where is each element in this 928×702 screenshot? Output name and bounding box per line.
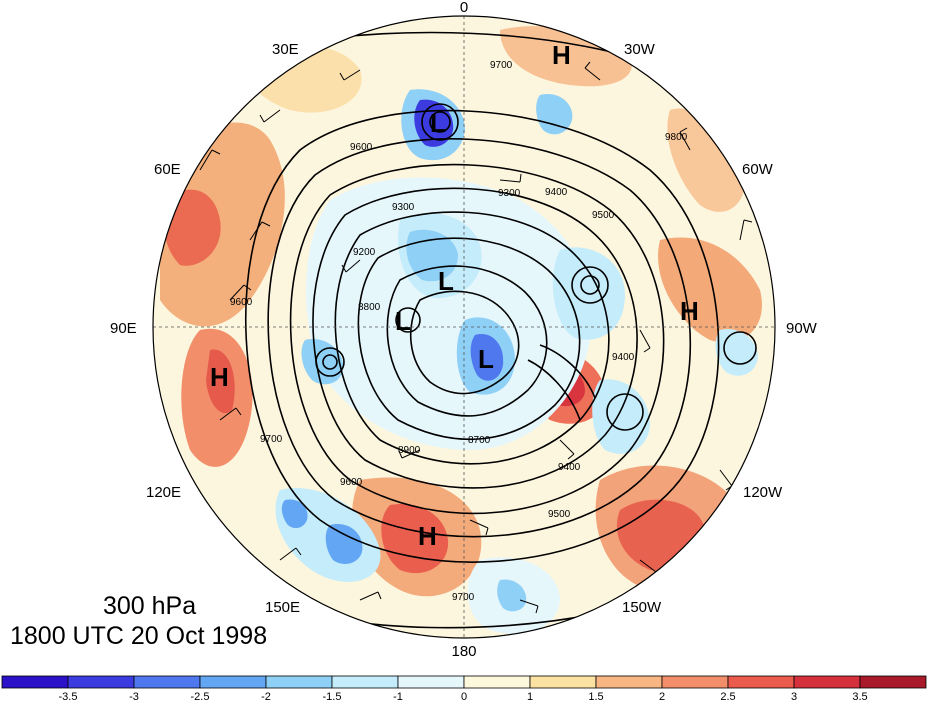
colorbar-tick-label: -3 [129, 691, 139, 702]
caption-pressure-level: 300 hPa [103, 592, 197, 620]
colorbar-box [661, 675, 729, 689]
contour-label: 8700 [468, 435, 491, 446]
contour-label: 9400 [545, 187, 568, 198]
low-center-label: L [395, 306, 411, 336]
colorbar-boxes [1, 675, 927, 689]
lon-label-180: 180 [451, 643, 476, 660]
contour-label: 9400 [612, 352, 635, 363]
high-center-label: H [680, 296, 699, 326]
lon-label-150e: 150E [265, 599, 300, 616]
contour-label: 9600 [350, 142, 373, 153]
contour-labels: 9700 9600 9500 9400 9300 9200 8900 8700 … [230, 60, 688, 603]
colorbar-box [463, 675, 531, 689]
colorbar: -3.5 -3 -2.5 -2 -1.5 -1 0 1 1.5 2 2.5 3 3.5 [1, 675, 927, 702]
colorbar-box [331, 675, 399, 689]
colorbar-tick-label: 0 [461, 691, 467, 702]
contour-label: 8900 [398, 445, 421, 456]
contour-label: 9600 [230, 297, 253, 308]
colorbar-tick-label: -2 [261, 691, 271, 702]
lon-label-120e: 120E [146, 484, 181, 501]
contour-label: 9300 [392, 202, 415, 213]
colorbar-box [133, 675, 201, 689]
lon-label-30e: 30E [272, 41, 299, 58]
contour-label: 9600 [340, 477, 363, 488]
colorbar-tick-label: 2.5 [720, 691, 735, 702]
low-center-label: L [478, 344, 494, 374]
lon-label-60w: 60W [742, 161, 774, 178]
contour-label: 9700 [490, 60, 513, 71]
colorbar-tick-label: 1.5 [588, 691, 603, 702]
colorbar-tick-label: -1 [393, 691, 403, 702]
high-center-label: H [210, 362, 229, 392]
colorbar-box [859, 675, 927, 689]
high-center-label: H [552, 40, 571, 70]
lon-label-0: 0 [460, 0, 468, 16]
contour-label: 9200 [353, 247, 376, 258]
colorbar-tick-label: 1 [527, 691, 533, 702]
colorbar-labels: -3.5 -3 -2.5 -2 -1.5 -1 0 1 1.5 2 2.5 3 3.5 [59, 691, 868, 702]
lon-label-90e: 90E [110, 320, 137, 337]
colorbar-box [265, 675, 333, 689]
lon-label-150w: 150W [622, 599, 662, 616]
contour-label: 8800 [358, 302, 381, 313]
colorbar-box [727, 675, 795, 689]
contour-label: 9800 [665, 132, 688, 143]
colorbar-tick-label: 3.5 [852, 691, 867, 702]
lon-label-60e: 60E [154, 161, 181, 178]
colorbar-box [595, 675, 663, 689]
colorbar-box [1, 675, 69, 689]
colorbar-box [529, 675, 597, 689]
longitude-labels: 0 30W 60W 90W 120W 150W 180 150E 120E 90… [110, 0, 818, 660]
colorbar-tick-label: 3 [791, 691, 797, 702]
colorbar-box [397, 675, 465, 689]
contour-label: 9300 [498, 188, 521, 199]
lon-label-30w: 30W [624, 41, 656, 58]
colorbar-tick-label: 2 [659, 691, 665, 702]
graticule [153, 16, 775, 638]
map-boundary [152, 15, 776, 639]
high-center-label: H [418, 521, 437, 551]
contour-label: 9700 [452, 592, 475, 603]
low-center-label: L [438, 266, 454, 296]
colorbar-tick-label: -2.5 [191, 691, 210, 702]
colorbar-box [793, 675, 861, 689]
contour-label: 9500 [548, 509, 571, 520]
colorbar-box [67, 675, 135, 689]
caption-valid-time: 1800 UTC 20 Oct 1998 [10, 622, 268, 650]
colorbar-box [199, 675, 267, 689]
low-center-label: L [430, 108, 446, 138]
pressure-centers: H H H H L L L L [210, 40, 699, 551]
wind-barbs [199, 61, 753, 614]
contour-label: 9700 [260, 434, 283, 445]
lon-label-90w: 90W [786, 320, 818, 337]
colorbar-tick-label: -1.5 [323, 691, 342, 702]
contour-label: 9400 [558, 462, 581, 473]
colorbar-tick-label: -3.5 [59, 691, 78, 702]
lon-label-120w: 120W [743, 484, 783, 501]
contour-label: 9500 [592, 210, 615, 221]
